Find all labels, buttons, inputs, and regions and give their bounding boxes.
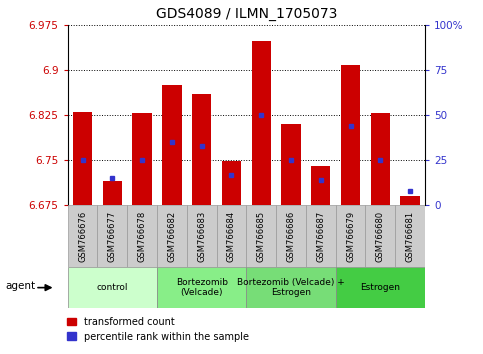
Text: GSM766682: GSM766682 [168, 211, 176, 262]
Bar [127, 205, 157, 267]
Text: GSM766684: GSM766684 [227, 211, 236, 262]
Bar [246, 205, 276, 267]
Text: GSM766681: GSM766681 [406, 211, 414, 262]
Bar [132, 113, 152, 205]
Text: GSM766679: GSM766679 [346, 211, 355, 262]
Bar [192, 94, 212, 205]
Text: GSM766686: GSM766686 [286, 211, 296, 262]
Bar [276, 205, 306, 267]
Bar [281, 124, 301, 205]
Bar [311, 166, 330, 205]
Bar [216, 205, 246, 267]
Text: GSM766678: GSM766678 [138, 211, 146, 262]
Bar [252, 41, 271, 205]
Text: GSM766685: GSM766685 [257, 211, 266, 262]
Text: GSM766680: GSM766680 [376, 211, 385, 262]
Bar [157, 205, 187, 267]
Bar [68, 205, 98, 267]
Bar [98, 205, 127, 267]
Text: GSM766676: GSM766676 [78, 211, 87, 262]
Bar [395, 205, 425, 267]
Bar [187, 205, 216, 267]
Bar [157, 267, 246, 308]
Bar [370, 113, 390, 205]
Bar [341, 65, 360, 205]
Bar [73, 112, 92, 205]
Text: control: control [97, 283, 128, 292]
Bar [222, 161, 241, 205]
Text: agent: agent [5, 281, 36, 291]
Text: Bortezomib (Velcade) +
Estrogen: Bortezomib (Velcade) + Estrogen [237, 278, 345, 297]
Bar [336, 267, 425, 308]
Bar [102, 181, 122, 205]
Bar [366, 205, 395, 267]
Bar [162, 85, 182, 205]
Bar [306, 205, 336, 267]
Bar [400, 196, 420, 205]
Bar [246, 267, 336, 308]
Text: GSM766687: GSM766687 [316, 211, 325, 262]
Legend: transformed count, percentile rank within the sample: transformed count, percentile rank withi… [63, 313, 253, 346]
Text: GSM766677: GSM766677 [108, 211, 117, 262]
Text: GSM766683: GSM766683 [197, 211, 206, 262]
Text: Estrogen: Estrogen [360, 283, 400, 292]
Bar [336, 205, 366, 267]
Title: GDS4089 / ILMN_1705073: GDS4089 / ILMN_1705073 [156, 7, 337, 21]
Text: Bortezomib
(Velcade): Bortezomib (Velcade) [176, 278, 227, 297]
Bar [68, 267, 157, 308]
